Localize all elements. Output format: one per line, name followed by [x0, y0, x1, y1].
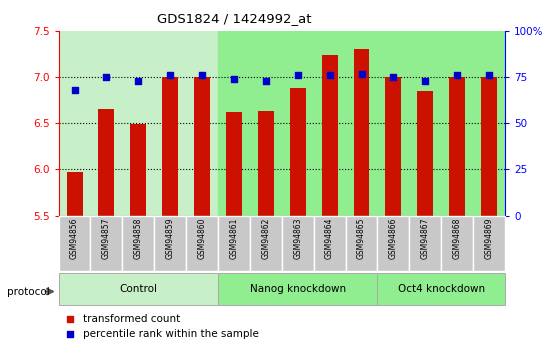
Text: GSM94869: GSM94869: [484, 217, 493, 259]
Text: GSM94866: GSM94866: [389, 217, 398, 259]
Bar: [258, 111, 274, 216]
Bar: [250, 216, 282, 271]
Bar: [98, 109, 114, 216]
Text: GSM94861: GSM94861: [229, 217, 238, 259]
Point: [198, 72, 206, 78]
Bar: [321, 55, 338, 216]
Bar: [131, 124, 146, 216]
Bar: [441, 216, 473, 271]
Bar: [218, 31, 377, 216]
Bar: [282, 216, 314, 271]
Point: [484, 72, 493, 78]
Point: [421, 78, 430, 83]
Text: GSM94863: GSM94863: [294, 217, 302, 259]
Point: [294, 72, 302, 78]
Bar: [377, 31, 505, 216]
Text: GSM94858: GSM94858: [134, 217, 143, 259]
Bar: [59, 31, 218, 216]
Text: GSM94865: GSM94865: [357, 217, 366, 259]
Bar: [377, 216, 410, 271]
Text: GSM94862: GSM94862: [261, 217, 270, 259]
Point: [166, 72, 175, 78]
Point: [389, 75, 398, 80]
Point: [134, 78, 143, 83]
Bar: [90, 216, 122, 271]
Text: protocol: protocol: [7, 287, 50, 296]
Bar: [417, 91, 433, 216]
Bar: [122, 216, 154, 271]
Bar: [354, 49, 369, 216]
Bar: [162, 77, 178, 216]
Bar: [377, 273, 505, 305]
Bar: [186, 216, 218, 271]
Text: GSM94859: GSM94859: [166, 217, 175, 259]
Point: [70, 87, 79, 93]
Text: Oct4 knockdown: Oct4 knockdown: [398, 284, 485, 294]
Point: [102, 75, 111, 80]
Point: [453, 72, 461, 78]
Text: GSM94864: GSM94864: [325, 217, 334, 259]
Bar: [66, 172, 83, 216]
Text: Control: Control: [119, 284, 157, 294]
Bar: [290, 88, 306, 216]
Text: GDS1824 / 1424992_at: GDS1824 / 1424992_at: [157, 12, 311, 25]
Text: percentile rank within the sample: percentile rank within the sample: [83, 329, 259, 339]
Bar: [449, 77, 465, 216]
Text: Nanog knockdown: Nanog knockdown: [249, 284, 346, 294]
Bar: [410, 216, 441, 271]
Bar: [226, 112, 242, 216]
Bar: [218, 273, 377, 305]
Point: [65, 316, 74, 322]
Point: [229, 76, 238, 82]
Bar: [59, 216, 90, 271]
Bar: [345, 216, 377, 271]
Point: [65, 331, 74, 337]
Bar: [473, 216, 505, 271]
Bar: [154, 216, 186, 271]
Point: [325, 72, 334, 78]
Bar: [218, 216, 250, 271]
Text: GSM94867: GSM94867: [421, 217, 430, 259]
Text: GSM94857: GSM94857: [102, 217, 111, 259]
Bar: [386, 77, 401, 216]
Point: [357, 71, 366, 76]
Bar: [481, 77, 497, 216]
Text: GSM94868: GSM94868: [453, 217, 461, 259]
Text: GSM94856: GSM94856: [70, 217, 79, 259]
Bar: [314, 216, 345, 271]
Bar: [194, 77, 210, 216]
Bar: [59, 273, 218, 305]
Text: GSM94860: GSM94860: [198, 217, 206, 259]
Text: transformed count: transformed count: [83, 314, 180, 324]
Point: [261, 78, 270, 83]
